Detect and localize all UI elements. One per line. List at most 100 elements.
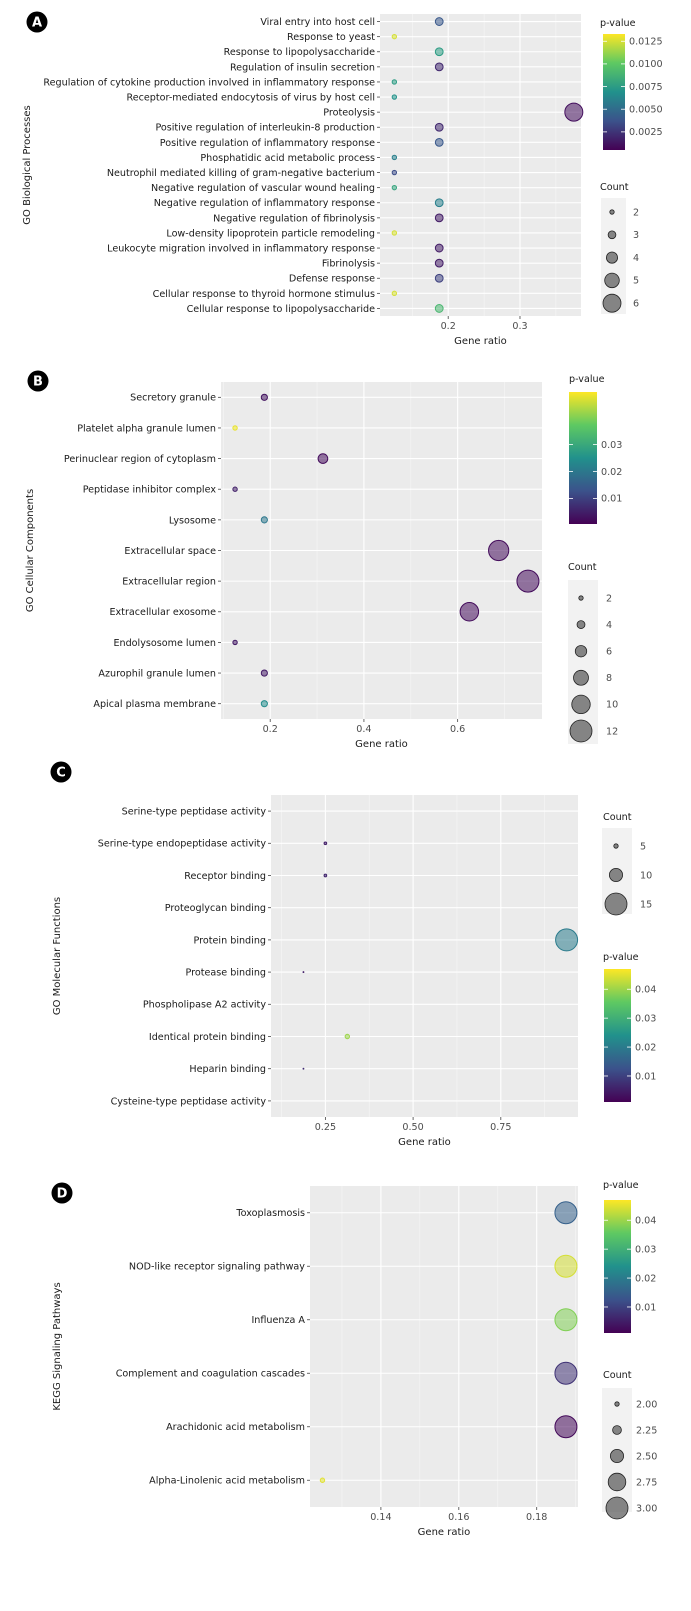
panel-badge-label: D <box>57 1187 68 1202</box>
y-axis-title: GO Molecular Functions <box>52 897 63 1015</box>
data-point <box>459 602 480 622</box>
data-point <box>391 94 398 100</box>
panel-badge <box>51 1182 73 1204</box>
category-label: Proteoglycan binding <box>165 903 266 914</box>
category-label: Secretory granule <box>130 393 216 404</box>
category-label: Positive regulation of inflammatory resp… <box>160 138 375 149</box>
size-legend-dot <box>569 719 593 743</box>
x-tick-label: 0.6 <box>450 724 465 735</box>
category-label: Protein binding <box>194 935 266 946</box>
color-bar-label: 0.02 <box>601 467 622 478</box>
size-legend-label: 12 <box>606 726 618 737</box>
data-point <box>488 539 510 562</box>
category-label: Perinuclear region of cytoplasm <box>64 454 216 465</box>
data-point <box>434 258 444 268</box>
data-point <box>434 47 444 57</box>
data-point <box>391 184 398 191</box>
data-point <box>516 569 540 593</box>
data-point <box>344 1033 351 1040</box>
panel-b: 0.2 0.4 0.6 Secretory granule Platelet alpha… <box>25 370 622 750</box>
data-point <box>391 290 398 297</box>
plot-area <box>310 1186 578 1507</box>
category-label: Endolysosome lumen <box>113 638 216 649</box>
color-bar-label: 0.02 <box>635 1042 656 1053</box>
data-point <box>434 17 444 26</box>
size-legend-dot <box>604 272 620 289</box>
data-point <box>323 873 328 878</box>
category-label: Complement and coagulation cascades <box>116 1369 305 1380</box>
data-point <box>302 1067 305 1070</box>
size-legend-title: Count <box>603 812 632 823</box>
category-label: Identical protein binding <box>149 1032 266 1043</box>
category-label: Cellular response to thyroid hormone sti… <box>153 289 375 300</box>
color-bar-label: 0.0025 <box>629 127 663 138</box>
size-legend-label: 3.00 <box>636 1503 657 1514</box>
data-point <box>391 33 398 40</box>
data-point <box>232 486 238 492</box>
data-point <box>391 154 398 161</box>
color-bar <box>603 34 625 150</box>
size-legend-label: 2 <box>606 593 612 604</box>
data-point <box>434 213 444 223</box>
x-tick-label: 0.2 <box>441 321 456 332</box>
panel-d: 0.14 0.16 0.18 Toxoplasmosis NOD-like recept… <box>51 1180 657 1538</box>
color-bar-label: 0.01 <box>635 1302 656 1313</box>
category-label: Peptidase inhibitor complex <box>83 485 217 496</box>
size-legend-dot <box>576 620 586 629</box>
category-label: Leukocyte migration involved in inflamma… <box>107 243 375 254</box>
data-point <box>434 273 444 283</box>
category-label: Negative regulation of inflammatory resp… <box>154 198 375 209</box>
category-label: Regulation of insulin secretion <box>230 62 375 73</box>
size-legend-label: 8 <box>606 673 612 684</box>
color-bar-label: 0.01 <box>635 1071 656 1082</box>
size-legend-dot <box>609 868 624 883</box>
data-point <box>260 516 268 524</box>
size-legend-label: 5 <box>633 276 639 287</box>
category-label: Neutrophil mediated killing of gram-nega… <box>107 168 375 179</box>
data-point <box>554 1201 578 1225</box>
x-tick-label: 0.50 <box>402 1122 423 1133</box>
size-legend-dot <box>613 843 619 849</box>
data-point <box>391 169 398 176</box>
data-point <box>434 198 444 208</box>
category-label: Toxoplasmosis <box>235 1208 305 1219</box>
data-point <box>391 230 398 236</box>
size-legend-label: 2.50 <box>636 1451 657 1462</box>
category-label: Serine-type peptidase activity <box>122 807 267 818</box>
size-legend-title: Count <box>603 1370 632 1381</box>
plot-area <box>380 14 581 316</box>
panel-badge <box>27 370 49 392</box>
x-axis-title: Gene ratio <box>398 1137 451 1148</box>
data-point <box>434 137 444 147</box>
category-label: Receptor-mediated endocytosis of virus b… <box>126 92 375 103</box>
x-axis-title: Gene ratio <box>454 336 507 347</box>
data-point <box>555 928 579 952</box>
data-point <box>434 243 444 253</box>
category-label: Defense response <box>289 274 375 285</box>
x-tick-label: 0.3 <box>512 321 527 332</box>
x-axis-title: Gene ratio <box>355 739 408 750</box>
data-point <box>554 1308 578 1332</box>
x-tick-label: 0.16 <box>448 1512 469 1523</box>
color-legend-title: p-value <box>569 374 605 385</box>
size-legend-dot <box>607 1472 627 1492</box>
size-legend-dot <box>614 1401 620 1407</box>
data-point <box>564 102 584 122</box>
color-bar-label: 0.0100 <box>629 59 663 70</box>
size-legend-label: 2.75 <box>636 1477 657 1488</box>
color-bar-label: 0.0050 <box>629 105 663 116</box>
x-tick-label: 0.14 <box>370 1512 391 1523</box>
size-legend-label: 2.25 <box>636 1425 657 1436</box>
x-tick-label: 0.75 <box>490 1122 511 1133</box>
x-tick-label: 0.25 <box>315 1122 336 1133</box>
color-bar <box>604 969 631 1102</box>
category-label: Azurophil granule lumen <box>98 668 216 679</box>
category-label: Low-density lipoprotein particle remodel… <box>166 228 375 239</box>
category-label: Response to yeast <box>287 32 375 43</box>
size-legend-label: 10 <box>640 870 652 881</box>
category-label: Negative regulation of vascular wound he… <box>151 183 375 194</box>
y-axis-title: KEGG Signaling Pathways <box>52 1282 63 1410</box>
size-legend-dot <box>605 1496 629 1520</box>
category-label: NOD-like receptor signaling pathway <box>129 1262 305 1273</box>
